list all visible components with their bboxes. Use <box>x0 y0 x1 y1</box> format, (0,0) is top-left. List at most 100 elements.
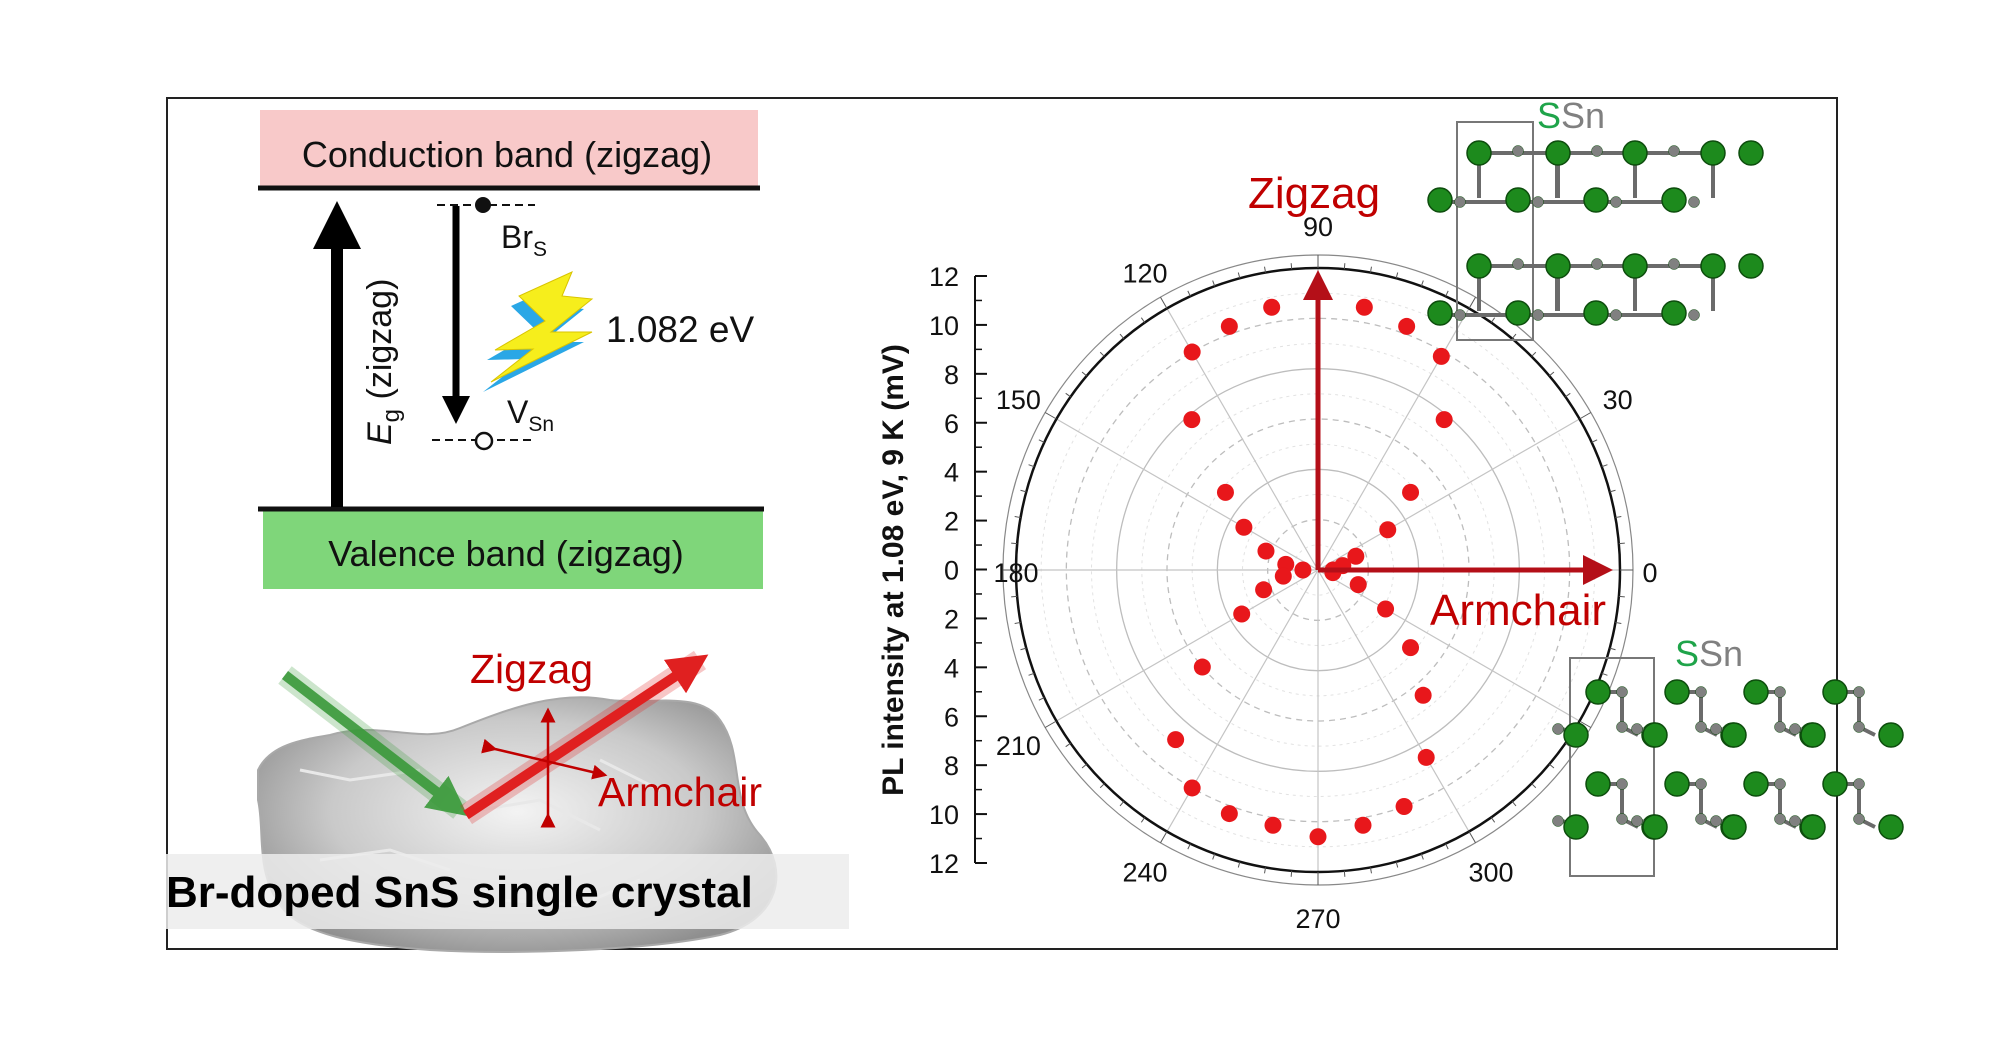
polar-angle-tick <box>1099 351 1105 357</box>
lightning-icon <box>483 271 594 392</box>
sn-atom <box>1616 813 1628 825</box>
polar-angle-tick <box>1490 817 1496 823</box>
data-point <box>1167 731 1185 749</box>
polar-plot: 0 30 90 120 150 180 210 240 270 300 12 10 8 6 4 2 0 2 4 6 8 1… <box>877 212 1658 934</box>
sn-atom <box>1591 258 1603 270</box>
polar-angle-tick <box>1028 464 1035 468</box>
polar-angle-tick <box>1420 853 1424 860</box>
valence-band-label: Valence band (zigzag) <box>328 533 684 574</box>
band-gap-label: Eg (zigzag) <box>361 279 405 445</box>
unit-cell-bottom <box>1569 657 1655 877</box>
data-point <box>1349 576 1367 594</box>
data-point <box>1435 411 1453 429</box>
polar-spoke <box>1056 418 1319 571</box>
conduction-band-box <box>260 110 758 188</box>
sn-atom <box>1695 778 1707 790</box>
polar-angle-tick <box>1038 697 1045 701</box>
structure-top-label: SSn <box>1537 95 1605 136</box>
sn-atom <box>1668 145 1680 157</box>
polarization-armchair-arrow <box>481 738 608 780</box>
polar-angle-tick <box>1081 763 1087 769</box>
polar-angle-label: 180 <box>993 558 1038 588</box>
polar-angle-tick <box>1579 720 1592 728</box>
band-diagram: Conduction band (zigzag) Valence band (z… <box>258 110 764 589</box>
polar-angle-tick <box>1549 763 1555 769</box>
radial-axis-tick-label: 4 <box>944 653 959 683</box>
polar-angle-tick <box>1615 621 1622 624</box>
polar-spoke <box>1317 418 1580 571</box>
sn-atom <box>1710 723 1722 735</box>
sn-atom <box>1610 196 1622 208</box>
sn-atom <box>1668 258 1680 270</box>
radial-axis-tick-label: 6 <box>944 702 959 732</box>
polar-angle-tick <box>1445 843 1449 850</box>
polar-angle-tick <box>1609 647 1616 651</box>
polar-angle-tick <box>1212 853 1216 860</box>
data-point <box>1183 343 1201 361</box>
s-atom <box>1585 771 1611 797</box>
data-point <box>1257 542 1275 560</box>
data-point <box>1235 518 1253 536</box>
polar-angle-label: 30 <box>1603 385 1633 415</box>
polar-angle-tick <box>1591 439 1598 443</box>
s-atom <box>1563 814 1589 840</box>
reflected-beam <box>463 654 709 820</box>
energy-label: 1.082 eV <box>606 309 754 350</box>
s-atom <box>1800 722 1826 748</box>
s-atom <box>1585 679 1611 705</box>
s-atom <box>1505 300 1531 326</box>
sn-atom <box>1532 196 1544 208</box>
polar-angle-tick <box>1511 801 1517 807</box>
polar-zigzag-label: Zigzag <box>1248 169 1380 218</box>
s-atom <box>1505 187 1531 213</box>
crystal-armchair-label: Armchair <box>598 769 762 815</box>
data-point <box>1354 816 1372 834</box>
sn-atom <box>1695 721 1707 733</box>
sn-atom <box>1789 815 1801 827</box>
polar-angle-tick <box>1140 817 1146 823</box>
s-atom <box>1427 300 1453 326</box>
sn-atom <box>1695 813 1707 825</box>
reflected-beam-glow <box>459 650 707 825</box>
data-point <box>1402 639 1420 657</box>
polar-angle-tick <box>1044 412 1057 420</box>
radial-axis-tick-label: 2 <box>944 604 959 634</box>
data-point <box>1274 567 1292 585</box>
s-atom <box>1700 140 1726 166</box>
data-point <box>1395 797 1413 815</box>
polar-angle-tick <box>1028 672 1035 676</box>
data-point <box>1347 547 1365 565</box>
sn-atom <box>1591 145 1603 157</box>
radial-axis-tick-label: 12 <box>929 262 959 292</box>
sn-atom <box>1688 309 1700 321</box>
sn-atom <box>1789 723 1801 735</box>
s-atom <box>1878 722 1904 748</box>
polar-spoke <box>1317 569 1470 832</box>
polar-angle-tick <box>1014 516 1021 519</box>
radial-axis-tick-label: 12 <box>929 849 959 879</box>
s-atom <box>1642 814 1668 840</box>
data-point <box>1294 561 1312 579</box>
sn-atom <box>1853 686 1865 698</box>
sn-atom <box>1552 815 1564 827</box>
sn-atom <box>1616 686 1628 698</box>
polar-angle-tick <box>1618 542 1625 545</box>
polar-angle-tick <box>1187 290 1191 297</box>
polar-angle-tick <box>1511 333 1517 339</box>
data-point <box>1216 483 1234 501</box>
data-point <box>1263 298 1281 316</box>
crystal-zigzag-label: Zigzag <box>470 646 593 692</box>
polar-armchair-label: Armchair <box>1430 586 1606 635</box>
polar-angle-tick <box>1014 621 1021 624</box>
polar-angle-tick <box>1531 783 1537 789</box>
polar-angle-tick <box>1099 783 1105 789</box>
polar-angle-tick <box>1601 464 1608 468</box>
data-point <box>1355 298 1373 316</box>
data-point <box>1414 686 1432 704</box>
data-point <box>1417 748 1435 766</box>
structure-top: SSn <box>1427 95 1764 341</box>
sn-atom <box>1616 721 1628 733</box>
polar-angle-tick <box>1565 392 1571 398</box>
polar-angle-tick <box>1119 333 1125 339</box>
radial-axis-tick-label: 6 <box>944 409 959 439</box>
